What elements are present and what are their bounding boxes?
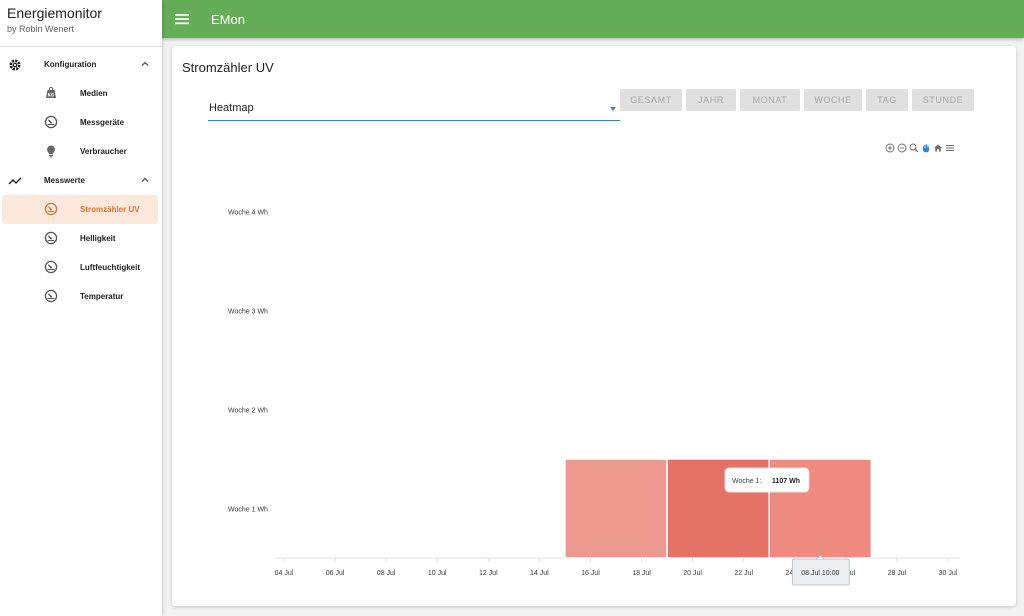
y-tick-label: Woche 3 Wh bbox=[228, 309, 268, 316]
heatmap-chart: Woche 1 Wh Woche 2 Wh Woche 3 Wh Woche 4 Wh… bbox=[228, 210, 960, 586]
sidebar-group-konfiguration[interactable]: Konfiguration bbox=[0, 50, 162, 79]
gauge-icon bbox=[44, 202, 58, 216]
pan-hand-icon[interactable] bbox=[921, 143, 931, 153]
gear-icon bbox=[8, 58, 22, 72]
x-tick-label: 10 Jul bbox=[428, 570, 447, 577]
range-button-woche[interactable]: WOCHE bbox=[804, 89, 862, 111]
dropdown-arrow-icon bbox=[610, 107, 616, 111]
x-tick-label: 22 Jul bbox=[734, 570, 753, 577]
home-icon[interactable] bbox=[933, 143, 943, 153]
sidebar-item-helligkeit[interactable]: Helligkeit bbox=[0, 224, 162, 253]
zoom-out-icon[interactable] bbox=[897, 143, 907, 153]
sidebar-item-messgeräte[interactable]: Messgeräte bbox=[0, 108, 162, 137]
x-tick-label: 06 Jul bbox=[326, 570, 345, 577]
chevron-up-icon[interactable] bbox=[140, 59, 150, 69]
chart-type-select[interactable]: Heatmap bbox=[208, 98, 620, 121]
sidebar-item-luftfeuchtigkeit[interactable]: Luftfeuchtigkeit bbox=[0, 253, 162, 282]
brand: Energiemonitor by Robin Wenert bbox=[0, 0, 162, 47]
x-tick-label: 14 Jul bbox=[530, 570, 549, 577]
app-name: Energiemonitor bbox=[7, 5, 102, 21]
range-button-gesamt[interactable]: GESAMT bbox=[620, 89, 682, 111]
main-card: Stromzähler UV Heatmap GESAMT JAHR MONAT… bbox=[172, 46, 1016, 606]
sidebar-item-verbraucher[interactable]: Verbraucher bbox=[0, 137, 162, 166]
chart-toolbar bbox=[885, 143, 955, 155]
crosshair-label: 08 Jul 10:00 bbox=[801, 570, 839, 577]
page-title: Stromzähler UV bbox=[182, 60, 274, 75]
hamburger-menu-icon[interactable] bbox=[175, 13, 189, 25]
menu-icon[interactable] bbox=[945, 143, 955, 153]
sidebar-item-stromzähler-uv[interactable]: Stromzähler UV bbox=[2, 195, 158, 224]
app-bar: EMon bbox=[162, 0, 1024, 38]
gauge-icon bbox=[44, 231, 58, 245]
app-author: by Robin Wenert bbox=[7, 24, 74, 34]
sidebar-item-label: Helligkeit bbox=[80, 234, 116, 243]
x-tick-label: 12 Jul bbox=[479, 570, 498, 577]
sidebar-item-label: Stromzähler UV bbox=[80, 205, 140, 214]
x-tick-label: 30 Jul bbox=[939, 570, 958, 577]
y-tick-label: Woche 1 Wh bbox=[228, 507, 268, 514]
sidebar-group-label: Konfiguration bbox=[44, 60, 97, 69]
trend-icon bbox=[8, 174, 22, 188]
lightbulb-icon bbox=[44, 144, 58, 158]
gauge-icon bbox=[44, 115, 58, 129]
zoom-in-icon[interactable] bbox=[885, 143, 895, 153]
sidebar-item-label: Medien bbox=[80, 89, 108, 98]
svg-text:KG: KG bbox=[48, 93, 54, 98]
sidebar-item-medien[interactable]: KG Medien bbox=[0, 79, 162, 108]
x-tick-label: 04 Jul bbox=[275, 570, 294, 577]
sidebar-item-label: Luftfeuchtigkeit bbox=[80, 263, 140, 272]
sidebar-item-label: Temperatur bbox=[80, 292, 124, 301]
sidebar-item-label: Verbraucher bbox=[80, 147, 127, 156]
gauge-icon bbox=[44, 260, 58, 274]
chart-type-select-value: Heatmap bbox=[209, 102, 254, 114]
gauge-icon bbox=[44, 289, 58, 303]
x-tick-label: 16 Jul bbox=[581, 570, 600, 577]
y-tick-label: Woche 2 Wh bbox=[228, 408, 268, 415]
sidebar-group-label: Messwerte bbox=[44, 176, 85, 185]
y-tick-label: Woche 4 Wh bbox=[228, 210, 268, 217]
sidebar-item-label: Messgeräte bbox=[80, 118, 125, 127]
scale-icon: KG bbox=[44, 86, 58, 100]
range-button-monat[interactable]: MONAT bbox=[740, 89, 800, 111]
tooltip-value: 1107 Wh bbox=[772, 478, 800, 485]
range-button-tag[interactable]: TAG bbox=[866, 89, 908, 111]
x-tick-label: 08 Jul bbox=[377, 570, 396, 577]
sidebar-group-messwerte[interactable]: Messwerte bbox=[0, 166, 162, 195]
tooltip-label: Woche 1: bbox=[732, 478, 761, 485]
sidebar: Energiemonitor by Robin Wenert Konfigura… bbox=[0, 0, 162, 616]
range-button-stunde[interactable]: STUNDE bbox=[912, 89, 974, 111]
x-tick-label: 20 Jul bbox=[683, 570, 702, 577]
sidebar-item-temperatur[interactable]: Temperatur bbox=[0, 282, 162, 311]
crosshair-label-pointer bbox=[816, 554, 825, 560]
zoom-select-icon[interactable] bbox=[909, 143, 919, 153]
app-title: EMon bbox=[211, 11, 245, 27]
x-tick-label: 18 Jul bbox=[632, 570, 651, 577]
heatmap-cell bbox=[564, 458, 668, 559]
range-button-jahr[interactable]: JAHR bbox=[686, 89, 736, 111]
tooltip-box bbox=[724, 467, 810, 493]
chevron-up-icon[interactable] bbox=[140, 175, 150, 185]
x-tick-label: 28 Jul bbox=[888, 570, 907, 577]
sidebar-nav: Konfiguration KG Medien Messgeräte Verbr… bbox=[0, 47, 162, 311]
